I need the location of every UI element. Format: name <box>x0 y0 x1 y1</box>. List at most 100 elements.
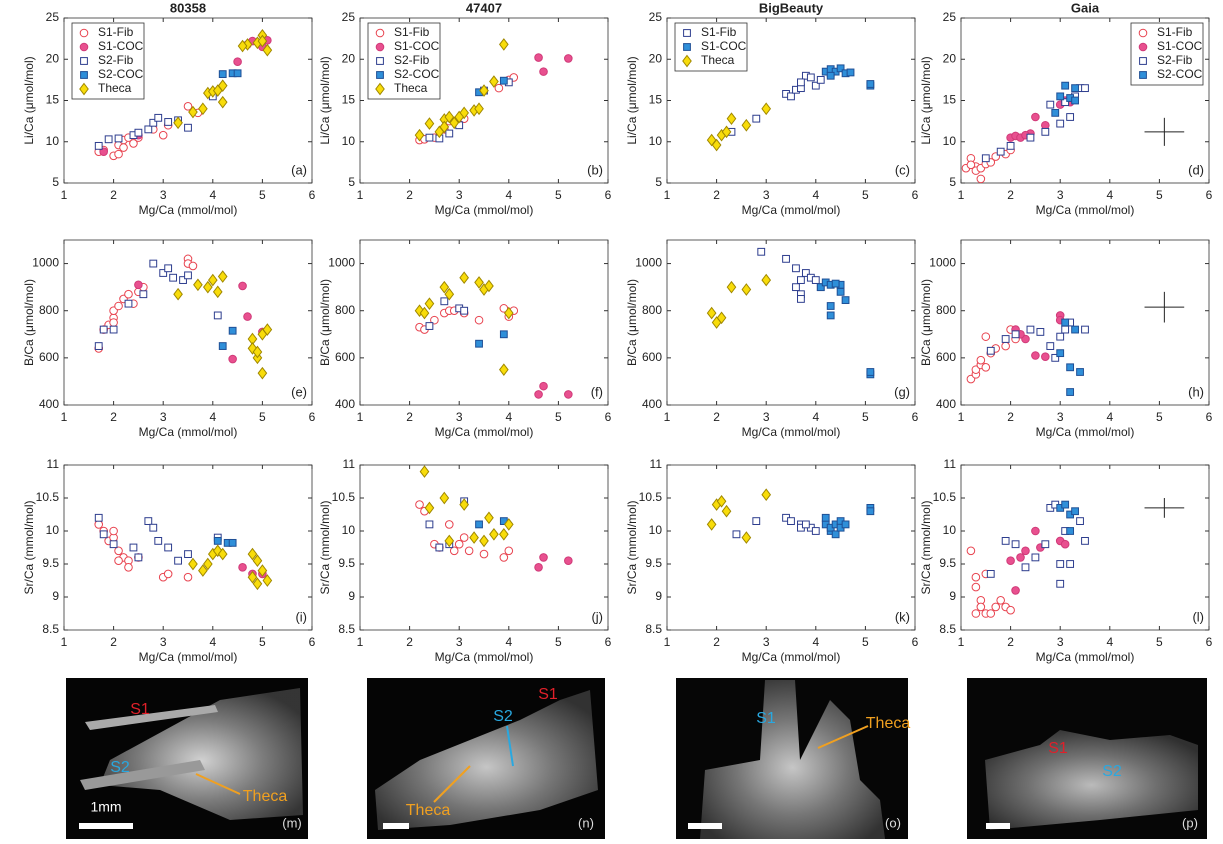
x-tick-label: 6 <box>912 410 919 424</box>
marker <box>534 390 543 399</box>
marker <box>841 520 850 529</box>
marker <box>129 139 138 148</box>
marker <box>986 570 995 578</box>
image-annotation: S1 <box>1048 740 1068 757</box>
marker <box>217 79 228 92</box>
marker <box>499 553 509 562</box>
marker <box>414 128 425 142</box>
marker <box>1060 539 1070 549</box>
marker <box>79 28 89 38</box>
marker <box>976 174 986 184</box>
y-axis-label: B/Ca (μmol/mol) <box>625 279 639 366</box>
y-tick-label: 20 <box>342 51 356 65</box>
x-tick-label: 1 <box>61 410 68 424</box>
marker <box>806 73 815 82</box>
marker <box>144 517 153 526</box>
plot-frame <box>359 464 609 631</box>
marker <box>489 75 499 88</box>
marker <box>782 254 790 263</box>
marker <box>424 501 435 515</box>
x-tick-label: 1 <box>357 188 364 202</box>
marker <box>1001 335 1010 343</box>
marker <box>1056 560 1065 568</box>
x-tick-label: 3 <box>763 410 770 424</box>
marker <box>440 297 449 306</box>
x-tick-label: 6 <box>912 188 919 202</box>
marker <box>816 75 825 84</box>
marker <box>424 117 435 130</box>
marker <box>188 105 198 119</box>
x-axis-label: Mg/Ca (mmol/mol) <box>139 203 238 217</box>
marker <box>1006 141 1015 150</box>
legend-label: S2-Fib <box>394 53 430 67</box>
marker <box>218 342 227 350</box>
y-tick-label: 9.5 <box>645 556 662 570</box>
panel: 1 2 3 4 5 6 400 600 800 1000 Mg/Ca (mmol/mol) B/Ca … <box>318 239 612 439</box>
x-tick-label: 3 <box>160 188 167 202</box>
marker <box>986 609 996 618</box>
x-tick-label: 4 <box>505 410 512 424</box>
arrow <box>195 773 241 795</box>
marker <box>94 513 103 522</box>
y-tick-label: 25 <box>342 10 356 24</box>
y-tick-label: 10.5 <box>36 490 60 504</box>
marker <box>499 363 509 376</box>
marker <box>1061 81 1070 90</box>
x-tick-label: 5 <box>555 410 562 424</box>
marker <box>836 287 845 296</box>
y-axis-label: Li/Ca (μmol/mol) <box>318 56 332 144</box>
marker <box>841 296 850 305</box>
marker <box>80 57 88 65</box>
x-tick-label: 6 <box>1206 410 1213 424</box>
marker <box>109 526 118 536</box>
marker <box>741 531 752 544</box>
y-tick-label: 8.5 <box>338 622 355 636</box>
y-tick-label: 20 <box>46 51 60 65</box>
plot-frame <box>960 239 1210 406</box>
marker <box>996 596 1005 605</box>
marker <box>184 271 192 280</box>
marker <box>494 83 504 93</box>
legend-label: S2-COC <box>1157 67 1203 81</box>
marker <box>1081 325 1089 334</box>
marker <box>787 517 795 526</box>
marker <box>430 315 439 325</box>
marker <box>237 39 248 53</box>
marker <box>499 330 508 339</box>
marker <box>1066 388 1075 396</box>
marker <box>716 494 727 508</box>
marker <box>996 147 1005 156</box>
marker <box>459 498 469 511</box>
x-tick-label: 3 <box>160 635 167 649</box>
panel: 1 2 3 4 5 6 8.5 9 9.5 10 10.5 11 Mg/Ca (mmol/mol) Sr/… <box>919 457 1212 664</box>
marker <box>203 280 213 294</box>
x-tick-label: 1 <box>664 410 671 424</box>
marker <box>792 264 800 273</box>
x-axis-label: Mg/Ca (mmol/mol) <box>1036 650 1135 664</box>
marker <box>212 285 223 299</box>
panel-label: (k) <box>895 609 910 624</box>
y-tick-label: 11 <box>47 457 60 471</box>
marker <box>262 323 273 336</box>
x-tick-label: 1 <box>61 635 68 649</box>
marker <box>1139 71 1147 79</box>
marker <box>233 57 242 67</box>
marker <box>419 306 430 320</box>
arrow <box>817 725 869 749</box>
y-tick-label: 9.5 <box>42 556 59 570</box>
marker <box>479 84 489 97</box>
x-axis-label: Mg/Ca (mmol/mol) <box>139 650 238 664</box>
scale-bar <box>79 823 133 829</box>
x-tick-label: 1 <box>61 188 68 202</box>
marker <box>257 34 268 48</box>
marker <box>866 368 875 376</box>
x-tick-label: 4 <box>1106 635 1113 649</box>
marker <box>444 110 455 124</box>
legend-label: Theca <box>98 81 132 95</box>
marker <box>114 134 123 143</box>
legend-label: S1-Fib <box>701 25 737 39</box>
panel: 1 2 3 4 5 6 8.5 9 9.5 10 10.5 11 Mg/Ca (mmol/mol) Sr/… <box>625 457 918 664</box>
y-tick-label: 25 <box>649 10 663 24</box>
x-tick-label: 3 <box>1057 188 1064 202</box>
plot-frame <box>359 239 609 406</box>
